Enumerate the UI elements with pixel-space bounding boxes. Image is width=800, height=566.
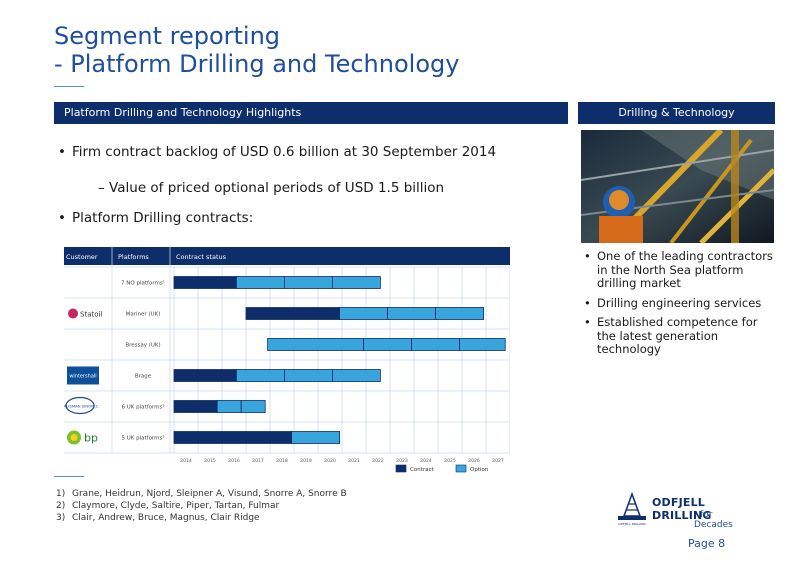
title-line-1: Segment reporting — [54, 22, 281, 50]
option-bar — [331, 369, 381, 382]
contract-bar — [173, 369, 237, 382]
statoil-star-icon — [68, 308, 78, 319]
crest-text: ODFJELL DRILLING — [618, 522, 646, 526]
option-bar — [387, 307, 437, 320]
option-bar — [216, 400, 242, 413]
year-tick-label: 2015 — [204, 458, 216, 464]
bullet-backlog: • Firm contract backlog of USD 0.6 billio… — [58, 144, 497, 160]
contract-bar — [173, 431, 292, 444]
company-logo: ODFJELL DRILLING ODFJELL DRILLING - for … — [614, 491, 754, 530]
option-bar — [435, 307, 485, 320]
bullet-options: – Value of priced optional periods of US… — [98, 180, 444, 196]
option-bar — [283, 369, 333, 382]
platform-label: Bressay (UK) — [125, 343, 160, 349]
title-underline — [54, 86, 84, 87]
side-point: Established competence for the latest ge… — [584, 315, 776, 357]
page-number: Page 8 — [688, 537, 726, 550]
bullet-contracts: • Platform Drilling contracts: — [58, 210, 254, 226]
side-header: Drilling & Technology — [578, 102, 775, 124]
legend-label: Option — [470, 467, 489, 473]
gantt-svg: Customer Platforms Contract status 7 NO pla… — [61, 247, 511, 473]
contract-bar — [173, 400, 218, 413]
option-bar — [235, 369, 285, 382]
dash: – — [98, 180, 110, 196]
contract-status-chart: Customer Platforms Contract status 7 NO pla… — [61, 247, 511, 473]
footnote: 1) Grane, Heidrun, Njord, Sleipner A, Vis… — [56, 489, 347, 499]
option-bar — [235, 276, 285, 289]
title-line-2: - Platform Drilling and Technology — [54, 50, 460, 78]
footnote-rule — [54, 476, 84, 477]
company-tagline: - for Decades — [694, 510, 733, 530]
side-points: One of the leading contractors in the No… — [584, 249, 776, 363]
bullet-options-text: Value of priced optional periods of USD … — [109, 180, 445, 196]
contract-bar — [173, 276, 237, 289]
bp-helios-core — [70, 434, 78, 441]
chart-header-label: Contract status — [176, 253, 227, 261]
option-bar — [267, 338, 365, 351]
company-name: ODFJELL DRILLING — [652, 496, 712, 522]
option-bar — [331, 276, 381, 289]
slide-title: Segment reporting - Platform Drilling an… — [54, 22, 459, 78]
bullet-contracts-text: Platform Drilling contracts: — [72, 210, 254, 226]
year-tick-label: 2025 — [444, 458, 456, 464]
year-tick-label: 2016 — [228, 458, 240, 464]
side-point: Drilling engineering services — [584, 296, 776, 311]
year-tick-label: 2026 — [468, 458, 480, 464]
chart-header-bar — [64, 247, 510, 265]
footnotes: 1) Grane, Heidrun, Njord, Sleipner A, Vis… — [56, 488, 347, 524]
year-tick-label: 2022 — [372, 458, 384, 464]
option-bar — [411, 338, 461, 351]
platform-label: 5 UK platforms³ — [121, 435, 164, 442]
year-tick-label: 2027 — [492, 458, 504, 464]
option-bar — [283, 276, 333, 289]
chart-header-label: Customer — [66, 253, 98, 261]
year-tick-label: 2014 — [180, 458, 192, 464]
customer-logo-text: wintershall — [69, 374, 96, 380]
year-tick-label: 2020 — [324, 458, 336, 464]
chart-header-label: Platforms — [118, 253, 149, 261]
highlights-header: Platform Drilling and Technology Highlig… — [54, 102, 568, 124]
option-bar — [240, 400, 266, 413]
customer-logo-text: TALISMAN SINOPEC — [64, 404, 99, 409]
option-bar — [459, 338, 506, 351]
footnote: 2) Claymore, Clyde, Saltire, Piper, Tarta… — [56, 501, 280, 511]
wintershall-logo — [67, 366, 99, 385]
year-tick-label: 2024 — [420, 458, 432, 464]
side-point: One of the leading contractors in the No… — [584, 249, 776, 291]
platform-label: Mariner (UK) — [126, 312, 161, 318]
legend-swatch — [395, 464, 407, 473]
option-bar — [363, 338, 413, 351]
year-tick-label: 2021 — [348, 458, 360, 464]
drilling-photo — [581, 130, 774, 243]
platform-label: 7 NO platforms¹ — [121, 280, 165, 287]
derrick-icon: ODFJELL DRILLING — [618, 491, 646, 526]
customer-logo-text: Statoil — [80, 311, 102, 319]
customer-logo-text: bp — [84, 432, 98, 445]
year-tick-label: 2023 — [396, 458, 408, 464]
year-tick-label: 2017 — [252, 458, 264, 464]
talisman-logo — [65, 396, 95, 415]
bullet-backlog-text: Firm contract backlog of USD 0.6 billion… — [72, 144, 497, 160]
year-tick-label: 2019 — [300, 458, 312, 464]
legend-swatch — [455, 464, 467, 473]
contract-bar — [245, 307, 340, 320]
option-bar — [291, 431, 341, 444]
platform-label: Brage — [135, 374, 152, 380]
year-tick-label: 2018 — [276, 458, 288, 464]
option-bar — [339, 307, 389, 320]
footnote: 3) Clair, Andrew, Bruce, Magnus, Clair Ri… — [56, 513, 260, 523]
platform-label: 6 UK platforms² — [121, 404, 164, 411]
legend-label: Contract — [410, 467, 435, 473]
